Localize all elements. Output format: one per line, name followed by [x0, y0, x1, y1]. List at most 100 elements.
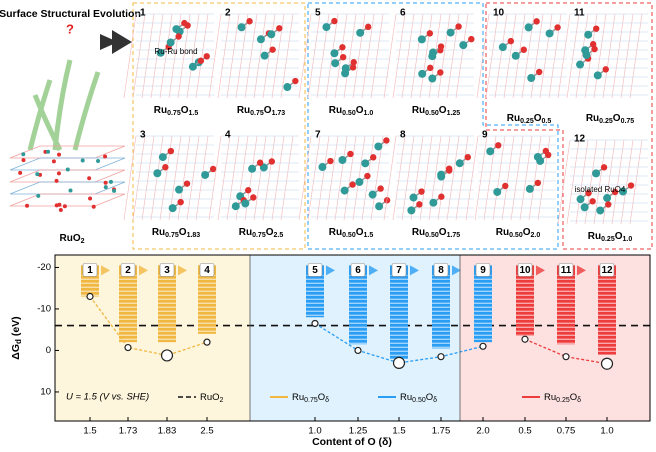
bar-stripes — [390, 275, 408, 359]
lattice — [401, 13, 415, 99]
lattice — [629, 13, 643, 99]
lattice — [177, 135, 191, 221]
structure-formula-part: 2.0 — [531, 232, 541, 239]
legend-label: Ru0.75Oδ — [292, 392, 329, 404]
legend-label-part: δ — [577, 397, 581, 404]
o-atom — [592, 25, 600, 32]
lattice — [343, 135, 357, 221]
step-label: 1 — [87, 265, 93, 276]
lattice — [455, 135, 469, 221]
bulk-atom — [68, 188, 73, 193]
structure-formula-part: Ru — [239, 227, 252, 238]
x-tick-label: 1.0 — [308, 426, 321, 437]
ru-atom — [603, 194, 612, 203]
o-atom — [627, 182, 635, 189]
bulk-atom — [65, 167, 70, 172]
bulk-layer — [9, 181, 126, 195]
o-atom — [350, 59, 357, 66]
structure-formula: Ru0.50O1.25 — [412, 105, 460, 117]
o-atom — [209, 165, 217, 173]
step-box — [82, 263, 98, 277]
o-atom — [364, 23, 372, 31]
group-box — [485, 2, 653, 250]
ru-atom — [322, 23, 331, 32]
release-arrows — [27, 59, 101, 152]
lattice — [195, 13, 209, 99]
ru-atom — [455, 159, 464, 168]
step-box — [350, 263, 366, 277]
o-atom — [507, 37, 515, 45]
ru-atom — [361, 159, 370, 168]
o-atom — [203, 53, 210, 60]
series-line — [89, 296, 208, 357]
structure-formula-part: 0.75 — [252, 232, 266, 239]
legend-label-part: δ — [433, 397, 437, 404]
o-atom — [611, 188, 619, 196]
ru-atom — [158, 153, 167, 162]
legend-label-part: RuO — [200, 392, 220, 403]
bar-stripes — [598, 275, 616, 355]
bulk-atom — [112, 188, 117, 193]
lattice — [217, 13, 231, 99]
lattice — [262, 135, 276, 221]
ru-atom — [593, 71, 602, 80]
lattice — [503, 13, 517, 99]
o-atom — [339, 44, 346, 51]
bar-stripes — [432, 275, 450, 349]
x-tick-label: 2.5 — [200, 426, 213, 437]
structure-formula-part: O — [181, 105, 189, 116]
lattice — [280, 135, 294, 221]
structure-formula: Ru0.50O1.0 — [329, 105, 374, 117]
structure-number: 6 — [400, 8, 406, 19]
structure-formula-part: 0.25 — [601, 236, 615, 243]
x-tick-label: 1.83 — [158, 426, 177, 437]
bulk-atom — [21, 158, 26, 163]
structure-formula-part: 0.50 — [509, 232, 523, 239]
o-atom — [245, 187, 252, 194]
bulk-atom — [103, 180, 108, 185]
o-atom — [183, 180, 191, 187]
lattice — [437, 13, 451, 99]
step-box — [391, 263, 407, 277]
o-atom — [250, 194, 257, 201]
step-label: 8 — [438, 265, 444, 276]
o-atom — [495, 142, 502, 149]
ru-atom — [341, 64, 350, 73]
structure-note: isolated RuO4 — [575, 185, 626, 194]
structure-formula-part: Ru — [329, 227, 342, 238]
x-tick-label: 0.75 — [557, 426, 576, 437]
lattice — [262, 13, 276, 99]
ru-atom — [260, 51, 269, 60]
lattice — [208, 135, 222, 221]
o-atom — [327, 157, 334, 165]
structure-number: 8 — [400, 130, 406, 141]
lattice — [557, 139, 571, 225]
ru-atom — [374, 142, 383, 151]
structure-formula-part: O — [523, 227, 531, 238]
o-atom — [542, 147, 550, 155]
lattice — [392, 135, 406, 221]
structure-formula-part: 0.50 — [342, 232, 356, 239]
structure-formula-part: 1.25 — [447, 110, 461, 117]
structure-formula-part: O — [266, 227, 274, 238]
ru-atom — [527, 73, 536, 82]
step-arrow — [452, 265, 461, 276]
o-atom — [589, 41, 597, 48]
bulk-atom — [25, 203, 30, 208]
bulk-atom — [46, 149, 51, 154]
structure-formula-part: 0.5 — [542, 118, 552, 125]
lattice — [141, 135, 155, 221]
bar-stripes — [198, 275, 216, 334]
lattice — [123, 13, 137, 99]
structure-number: 7 — [315, 130, 321, 141]
o-atom — [591, 45, 598, 53]
bulk-atom — [21, 152, 26, 157]
lattice — [566, 13, 580, 99]
y-tick-label: -10 — [37, 303, 51, 314]
step-arrow — [101, 265, 110, 276]
structure-formula-part: 0.75 — [167, 110, 181, 117]
step-arrow — [577, 265, 586, 276]
y-axis-title-part: (eV) — [10, 316, 22, 339]
structure-number: 2 — [225, 8, 231, 19]
ru-atom — [318, 163, 327, 172]
